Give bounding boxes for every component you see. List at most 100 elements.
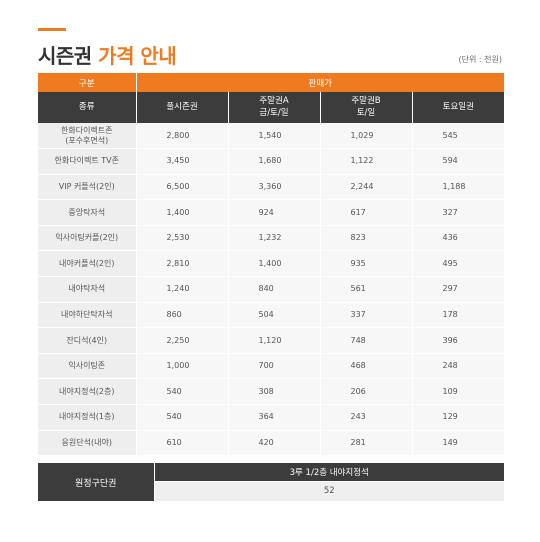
price-cell: 1,122 <box>320 148 413 175</box>
price-cell: 1,680 <box>228 148 321 175</box>
seat-type-name-text: 내야하단탁자석 <box>60 309 113 319</box>
table-row: 한화다이렉트존 (포수후면석) 2,800 1,540 1,029 545 <box>38 123 505 150</box>
price-cell: 860 <box>136 302 229 329</box>
seat-type-name-text: 응원단석(내야) <box>61 437 112 447</box>
seat-type-name-text: 익사이팅존 <box>68 361 106 371</box>
price-cell: 2,250 <box>136 327 229 354</box>
price-cell: 420 <box>228 430 321 457</box>
price-cell: 540 <box>136 378 229 406</box>
seat-type-name: 응원단석(내야) <box>38 430 137 457</box>
price-cell: 545 <box>412 123 505 150</box>
seat-type-name: 한화다이렉트존 (포수후면석) <box>38 123 137 150</box>
price-cell: 1,400 <box>136 199 229 226</box>
seat-type-name: 익사이팅존 <box>38 353 137 380</box>
seat-type-name-text: VIP 커플석(2인) <box>58 181 115 191</box>
group-header-row: 구분 판매가 <box>38 73 505 92</box>
column-header: 주말권A 금/토/일 <box>228 92 321 123</box>
unit-note: (단위 : 천원) <box>458 55 502 64</box>
price-cell: 700 <box>228 353 321 380</box>
seat-type-name-text: 내야탁자석 <box>68 284 106 294</box>
price-cell: 327 <box>412 199 505 226</box>
price-cell: 129 <box>412 404 505 431</box>
price-cell: 297 <box>412 276 505 303</box>
price-cell: 149 <box>412 430 505 457</box>
seat-type-name: 내야커플석(2인) <box>38 250 137 278</box>
price-cell: 1,400 <box>228 250 321 278</box>
away-team-table: 원정구단권 3루 1/2층 내야지정석 52 <box>38 463 504 501</box>
price-cell: 3,360 <box>228 174 321 201</box>
seat-type-name: VIP 커플석(2인) <box>38 174 137 201</box>
price-cell: 1,232 <box>228 225 321 252</box>
title-orange-part: 가격 안내 <box>98 44 177 68</box>
price-cell: 281 <box>320 430 413 457</box>
price-cell: 308 <box>228 378 321 406</box>
price-cell: 436 <box>412 225 505 252</box>
price-cell: 1,120 <box>228 327 321 354</box>
price-cell: 2,244 <box>320 174 413 201</box>
price-cell: 1,188 <box>412 174 505 201</box>
away-seat-header: 3루 1/2층 내야지정석 <box>153 463 504 481</box>
column-header: 풀시즌권 <box>136 92 229 123</box>
title-accent-bar <box>38 28 66 31</box>
price-cell: 2,530 <box>136 225 229 252</box>
seat-type-name-text: 내야커플석(2인) <box>59 258 115 268</box>
price-cell: 1,029 <box>320 123 413 150</box>
column-header-text: 금/토/일 <box>259 107 289 118</box>
price-cell: 748 <box>320 327 413 354</box>
table-row: 내야탁자석 1,240 840 561 297 <box>38 276 505 303</box>
price-cell: 396 <box>412 327 505 354</box>
price-cell: 109 <box>412 378 505 406</box>
price-cell: 924 <box>228 199 321 226</box>
price-cell: 2,810 <box>136 250 229 278</box>
seat-type-name: 내야지정석(1층) <box>38 404 137 431</box>
table-row: 잔디석(4인) 2,250 1,120 748 396 <box>38 327 505 354</box>
price-cell: 1,540 <box>228 123 321 150</box>
price-cell: 504 <box>228 302 321 329</box>
seat-type-name-text: 내야지정석(1층) <box>59 412 115 422</box>
seat-type-name-text: 잔디석(4인) <box>66 335 108 345</box>
seat-type-name: 내야하단탁자석 <box>38 302 137 329</box>
column-header-text: 토요일권 <box>442 101 474 112</box>
column-header: 주말권B 토/일 <box>320 92 413 123</box>
column-header-row: 종류 풀시즌권 주말권A 금/토/일 주말권B 토/일 토요일권 <box>38 92 505 123</box>
price-cell: 248 <box>412 353 505 380</box>
price-cell: 6,500 <box>136 174 229 201</box>
table-row: 한화다이렉트 TV존 3,450 1,680 1,122 594 <box>38 148 505 175</box>
seat-type-name-text: (포수후면석) <box>65 135 109 145</box>
price-cell: 1,000 <box>136 353 229 380</box>
table-row: 내야지정석(2층) 540 308 206 109 <box>38 378 505 406</box>
table-row: 중앙탁자석 1,400 924 617 327 <box>38 199 505 226</box>
price-cell: 337 <box>320 302 413 329</box>
price-cell: 823 <box>320 225 413 252</box>
title-black-part: 시즌권 <box>38 44 92 68</box>
seat-type-name: 익사이팅커플(2인) <box>38 225 137 252</box>
seat-type-name: 내야지정석(2층) <box>38 378 137 406</box>
seat-type-name-text: 익사이팅커플(2인) <box>55 233 119 243</box>
table-row: 익사이팅커플(2인) 2,530 1,232 823 436 <box>38 225 505 252</box>
price-cell: 3,450 <box>136 148 229 175</box>
price-cell: 935 <box>320 250 413 278</box>
price-cell: 617 <box>320 199 413 226</box>
column-header-text: 주말권B <box>351 96 381 107</box>
column-header: 토요일권 <box>412 92 505 123</box>
seat-type-name-text: 한화다이렉트존 <box>60 125 113 135</box>
seat-type-name: 내야탁자석 <box>38 276 137 303</box>
table-row: 익사이팅존 1,000 700 468 248 <box>38 353 505 380</box>
table-row: 내야하단탁자석 860 504 337 178 <box>38 302 505 329</box>
price-cell: 840 <box>228 276 321 303</box>
price-cell: 594 <box>412 148 505 175</box>
price-cell: 178 <box>412 302 505 329</box>
price-cell: 243 <box>320 404 413 431</box>
column-header-text: 풀시즌권 <box>166 101 198 112</box>
price-cell: 495 <box>412 250 505 278</box>
seat-type-name-text: 한화다이렉트 TV존 <box>54 156 119 166</box>
column-header-text: 종류 <box>78 101 95 112</box>
price-cell: 1,240 <box>136 276 229 303</box>
away-ticket-label: 원정구단권 <box>38 463 154 501</box>
season-ticket-price-table: 구분 판매가 종류 풀시즌권 주말권A 금/토/일 주말권B 토/일 토요일권 한화다이렉트… <box>38 73 505 457</box>
price-cell: 561 <box>320 276 413 303</box>
price-cell: 364 <box>228 404 321 431</box>
price-cell: 206 <box>320 378 413 406</box>
column-header: 종류 <box>38 92 137 123</box>
price-table-body: 한화다이렉트존 (포수후면석) 2,800 1,540 1,029 545 한화다이렉트 T… <box>38 123 505 457</box>
